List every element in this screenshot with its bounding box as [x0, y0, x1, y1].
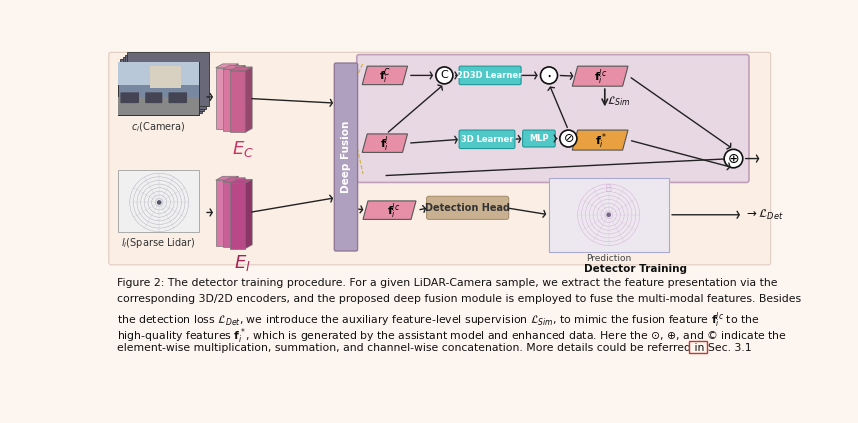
Text: 3D Learner: 3D Learner: [461, 135, 513, 144]
Text: element-wise multiplication, summation, and channel-wise concatenation. More det: element-wise multiplication, summation, …: [117, 343, 751, 353]
Polygon shape: [215, 68, 232, 129]
Text: Deep Fusion: Deep Fusion: [341, 121, 351, 193]
FancyBboxPatch shape: [150, 66, 181, 88]
Text: Prediction: Prediction: [586, 254, 631, 263]
Text: 2D3D Learner: 2D3D Learner: [457, 71, 523, 80]
FancyBboxPatch shape: [459, 130, 515, 148]
Text: high-quality features $\mathbf{f}_i^*$, which is generated by the assistant mode: high-quality features $\mathbf{f}_i^*$, …: [117, 327, 787, 346]
Text: $\mathbf{f}_i^{lc}$: $\mathbf{f}_i^{lc}$: [595, 67, 607, 87]
Polygon shape: [245, 179, 252, 249]
Text: Figure 2: The detector training procedure. For a given LiDAR-Camera sample, we e: Figure 2: The detector training procedur…: [117, 278, 777, 288]
Text: MLP: MLP: [529, 134, 549, 143]
Text: $E_l$: $E_l$: [234, 253, 251, 272]
Polygon shape: [215, 64, 239, 68]
FancyBboxPatch shape: [459, 66, 521, 85]
Polygon shape: [230, 71, 245, 132]
FancyBboxPatch shape: [426, 196, 509, 220]
FancyBboxPatch shape: [118, 61, 199, 115]
Text: $c_i$(Camera): $c_i$(Camera): [131, 120, 185, 134]
Text: $\rightarrow\mathcal{L}_{Det}$: $\rightarrow\mathcal{L}_{Det}$: [744, 208, 784, 222]
Polygon shape: [223, 69, 239, 131]
Circle shape: [560, 130, 577, 147]
Text: $\mathbf{f}_i^C$: $\mathbf{f}_i^C$: [378, 66, 391, 86]
FancyBboxPatch shape: [168, 92, 187, 103]
Polygon shape: [239, 178, 245, 247]
Text: $\oslash$: $\oslash$: [563, 132, 574, 145]
Polygon shape: [362, 66, 408, 85]
Text: $E_C$: $E_C$: [232, 139, 254, 159]
Circle shape: [436, 67, 453, 84]
FancyBboxPatch shape: [145, 92, 162, 103]
FancyBboxPatch shape: [118, 61, 199, 85]
Text: $l_i$(Sparse Lidar): $l_i$(Sparse Lidar): [121, 236, 196, 250]
FancyBboxPatch shape: [120, 59, 202, 113]
Polygon shape: [232, 64, 239, 129]
Polygon shape: [232, 176, 239, 246]
Text: $\mathbf{f}_i^{lc}$: $\mathbf{f}_i^{lc}$: [387, 201, 400, 221]
FancyBboxPatch shape: [127, 52, 208, 106]
FancyBboxPatch shape: [118, 97, 199, 115]
Polygon shape: [245, 67, 252, 132]
FancyBboxPatch shape: [357, 55, 749, 182]
FancyBboxPatch shape: [523, 130, 555, 147]
FancyBboxPatch shape: [549, 178, 669, 252]
Text: corresponding 3D/2D encoders, and the proposed deep fusion module is employed to: corresponding 3D/2D encoders, and the pr…: [117, 294, 801, 304]
FancyBboxPatch shape: [109, 52, 770, 265]
Polygon shape: [215, 180, 232, 246]
Polygon shape: [223, 181, 239, 247]
FancyBboxPatch shape: [120, 92, 139, 103]
Text: $\mathcal{L}_{Sim}$: $\mathcal{L}_{Sim}$: [607, 94, 631, 108]
FancyBboxPatch shape: [125, 55, 207, 109]
FancyBboxPatch shape: [118, 170, 199, 232]
Circle shape: [724, 149, 743, 168]
Text: $\oplus$: $\oplus$: [728, 151, 740, 165]
Polygon shape: [230, 179, 252, 183]
Polygon shape: [230, 183, 245, 249]
Text: $\cdot$: $\cdot$: [547, 66, 552, 85]
Polygon shape: [223, 178, 245, 181]
Circle shape: [157, 200, 161, 205]
Text: Detector Training: Detector Training: [584, 264, 687, 274]
Text: the detection loss $\mathcal{L}_{Det}$, we introduce the auxiliary feature-level: the detection loss $\mathcal{L}_{Det}$, …: [117, 310, 759, 330]
Circle shape: [607, 212, 611, 217]
Text: Detection Head: Detection Head: [425, 203, 511, 213]
Polygon shape: [363, 201, 416, 220]
Polygon shape: [362, 134, 408, 152]
Circle shape: [541, 67, 558, 84]
Polygon shape: [223, 66, 245, 69]
Text: $\mathbf{f}_i^l$: $\mathbf{f}_i^l$: [380, 134, 390, 154]
Text: $\mathbf{f}_i^*$: $\mathbf{f}_i^*$: [595, 131, 607, 151]
Polygon shape: [230, 67, 252, 71]
FancyBboxPatch shape: [335, 63, 358, 251]
Text: C: C: [440, 70, 448, 80]
Polygon shape: [215, 176, 239, 180]
Polygon shape: [572, 66, 628, 86]
Text: B: B: [605, 184, 613, 194]
Polygon shape: [239, 66, 245, 131]
FancyBboxPatch shape: [118, 61, 199, 115]
FancyBboxPatch shape: [123, 57, 204, 111]
Polygon shape: [572, 130, 628, 150]
